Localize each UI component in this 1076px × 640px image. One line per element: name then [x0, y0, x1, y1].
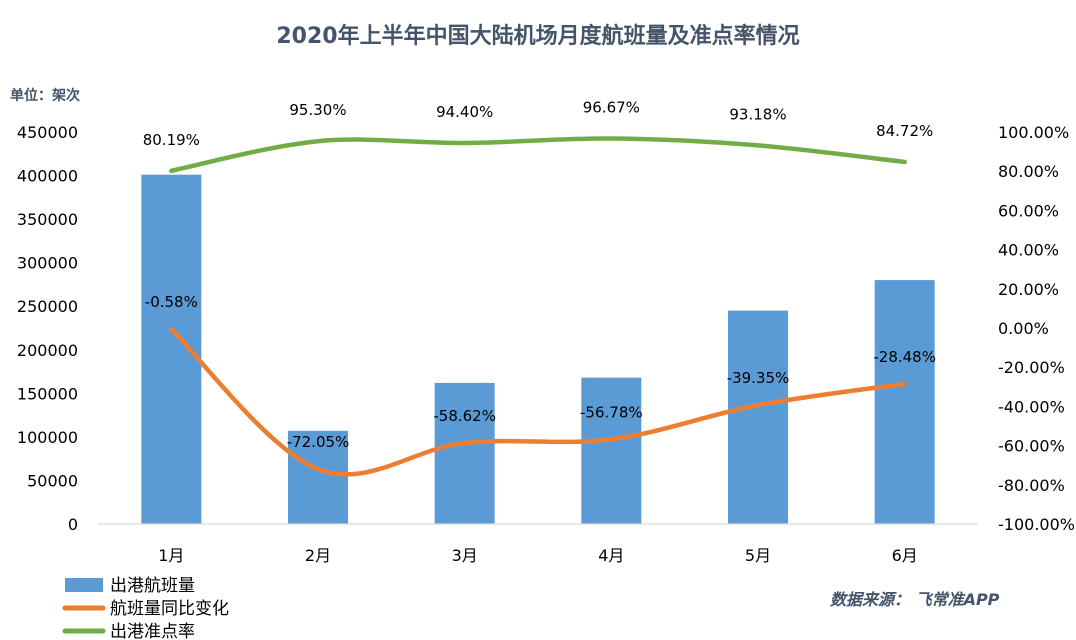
bar	[434, 382, 495, 524]
yoy-change-data-label: -72.05%	[287, 433, 350, 451]
x-axis-tick-label: 4月	[598, 546, 624, 565]
yoy-change-data-label: -39.35%	[727, 369, 790, 387]
on-time-rate-data-label: 96.67%	[583, 99, 640, 117]
left-axis-tick-label: 200000	[17, 341, 78, 360]
left-axis-tick-label: 0	[68, 515, 78, 534]
x-axis-tick-label: 6月	[892, 546, 918, 565]
on-time-rate-data-label: 84.72%	[876, 122, 933, 140]
bar	[728, 310, 788, 524]
x-axis-tick-label: 5月	[745, 546, 771, 565]
legend-label: 出港航班量	[110, 576, 195, 596]
right-axis-tick-label: 0.00%	[998, 319, 1049, 338]
right-axis-tick-label: 20.00%	[998, 280, 1059, 299]
yoy-change-data-label: -0.58%	[145, 293, 198, 311]
right-axis-tick-label: -40.00%	[998, 397, 1065, 416]
bar	[581, 377, 642, 524]
x-axis-tick-label: 3月	[452, 546, 478, 565]
left-axis-tick-label: 300000	[17, 254, 78, 273]
right-axis-tick-label: -100.00%	[998, 515, 1075, 534]
left-axis-tick-label: 450000	[17, 123, 78, 142]
left-axis-tick-label: 250000	[17, 297, 78, 316]
x-axis-tick-label: 1月	[158, 546, 184, 565]
on-time-rate-data-label: 93.18%	[729, 105, 786, 123]
bar	[874, 280, 935, 524]
yoy-change-line	[169, 326, 907, 477]
left-axis-tick-label: 100000	[17, 428, 78, 447]
bar	[288, 430, 348, 524]
unit-label: 单位：架次	[10, 87, 80, 104]
left-axis-tick-label: 50000	[27, 471, 78, 490]
legend-label: 航班量同比变化	[110, 599, 229, 619]
on-time-rate-data-label: 80.19%	[143, 131, 200, 149]
right-axis-tick-label: -20.00%	[998, 358, 1065, 377]
on-time-rate-data-label: 94.40%	[436, 103, 493, 121]
right-axis-tick-label: 80.00%	[998, 162, 1059, 181]
left-axis-tick-label: 150000	[17, 384, 78, 403]
source-note: 数据来源： 飞常准APP	[830, 590, 1000, 609]
left-axis-tick-label: 400000	[17, 167, 78, 186]
yoy-change-data-label: -56.78%	[580, 403, 643, 421]
right-axis-tick-label: -60.00%	[998, 437, 1065, 456]
chart-title: 2020年上半年中国大陆机场月度航班量及准点率情况	[276, 23, 799, 49]
right-axis-tick-label: 40.00%	[998, 241, 1059, 260]
right-axis-tick-label: -80.00%	[998, 476, 1065, 495]
legend-label: 出港准点率	[110, 622, 195, 640]
right-axis-tick-label: 60.00%	[998, 201, 1059, 220]
right-axis-tick-label: 100.00%	[998, 123, 1069, 142]
on-time-rate-data-label: 95.30%	[289, 101, 346, 119]
yoy-change-data-label: -28.48%	[873, 348, 936, 366]
legend-swatch-bar	[65, 578, 103, 592]
left-axis-tick-label: 350000	[17, 210, 78, 229]
x-axis-tick-label: 2月	[305, 546, 331, 565]
on-time-rate-line	[169, 136, 907, 174]
yoy-change-data-label: -58.62%	[433, 407, 496, 425]
